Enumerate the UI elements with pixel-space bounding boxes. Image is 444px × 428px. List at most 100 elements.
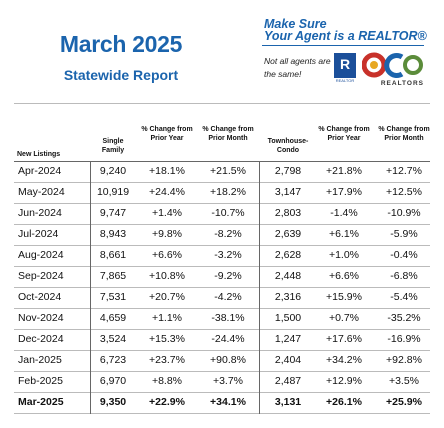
row-th-change-month: -5.9% bbox=[390, 228, 418, 240]
row-single-family: 10,919 bbox=[96, 186, 130, 198]
row-single-family: 9,350 bbox=[99, 396, 127, 408]
table-row: Jul-2024 8,943 +9.8% -8.2% 2,639 +6.1% -5.9% bbox=[0, 223, 444, 246]
row-sf-change-month: -38.1% bbox=[211, 312, 245, 324]
row-sf-change-year: +10.8% bbox=[149, 270, 185, 282]
row-th-change-month: +12.7% bbox=[386, 165, 422, 177]
row-sf-change-year: +23.7% bbox=[149, 354, 185, 366]
table-row: Nov-2024 4,659 +1.1% -38.1% 1,500 +0.7% -35.2% bbox=[0, 307, 444, 330]
row-sf-change-month: +18.2% bbox=[210, 186, 246, 198]
row-single-family: 8,661 bbox=[99, 249, 127, 261]
row-divider bbox=[14, 182, 430, 183]
row-single-family: 3,524 bbox=[99, 333, 127, 345]
row-th-change-year: +6.1% bbox=[328, 228, 360, 240]
report-title: March 2025 bbox=[59, 31, 183, 57]
column-header-townhouse: Townhouse-Condo bbox=[267, 138, 309, 154]
row-sf-change-month: +90.8% bbox=[210, 354, 246, 366]
row-th-change-month: -35.2% bbox=[387, 312, 421, 324]
row-th-change-month: +3.5% bbox=[388, 375, 420, 387]
vertical-separator-left bbox=[90, 161, 91, 414]
row-single-family: 9,747 bbox=[99, 207, 127, 219]
row-month: Apr-2024 bbox=[18, 165, 62, 177]
row-month: May-2024 bbox=[18, 186, 65, 198]
row-th-change-month: -5.4% bbox=[390, 291, 418, 303]
column-header-th-yoy: % Change from Prior Year bbox=[318, 126, 370, 142]
table-row: Sep-2024 7,865 +10.8% -9.2% 2,448 +6.6% -6.8% bbox=[0, 265, 444, 288]
table-row: Aug-2024 8,661 +6.6% -3.2% 2,628 +1.0% -0.4% bbox=[0, 244, 444, 267]
row-townhouse-condo: 2,628 bbox=[274, 249, 302, 261]
row-townhouse-condo: 3,147 bbox=[274, 186, 302, 198]
row-divider bbox=[14, 413, 430, 414]
row-month: Mar-2025 bbox=[18, 396, 64, 408]
row-th-change-month: +92.8% bbox=[386, 354, 422, 366]
row-divider bbox=[14, 266, 430, 267]
row-sf-change-month: -9.2% bbox=[214, 270, 242, 282]
row-sf-change-month: +3.7% bbox=[212, 375, 244, 387]
colorado-realtors-logo bbox=[362, 52, 423, 78]
row-sf-change-month: -24.4% bbox=[211, 333, 245, 345]
row-th-change-year: +17.9% bbox=[326, 186, 362, 198]
row-single-family: 4,659 bbox=[99, 312, 127, 324]
top-divider bbox=[14, 103, 430, 104]
row-divider bbox=[14, 350, 430, 351]
row-sf-change-year: +9.8% bbox=[151, 228, 183, 240]
row-sf-change-year: +1.4% bbox=[151, 207, 183, 219]
row-month: Jan-2025 bbox=[18, 354, 62, 366]
row-single-family: 7,865 bbox=[99, 270, 127, 282]
row-single-family: 9,240 bbox=[99, 165, 127, 177]
row-sf-change-year: +6.6% bbox=[151, 249, 183, 261]
row-month: Oct-2024 bbox=[18, 291, 62, 303]
row-divider bbox=[14, 329, 430, 330]
logo-dot-gold bbox=[370, 61, 378, 69]
row-th-change-year: +17.6% bbox=[326, 333, 362, 345]
row-th-change-year: +26.1% bbox=[326, 396, 362, 408]
row-th-change-year: +6.6% bbox=[328, 270, 360, 282]
logo-ring-red bbox=[362, 52, 387, 78]
row-divider bbox=[14, 392, 430, 393]
row-single-family: 6,723 bbox=[99, 354, 127, 366]
realtor-r-logo: R bbox=[334, 53, 356, 78]
table-row: May-2024 10,919 +24.4% +18.2% 3,147 +17.9% +12… bbox=[0, 181, 444, 204]
row-th-change-month: -6.8% bbox=[390, 270, 418, 282]
row-sf-change-year: +15.3% bbox=[149, 333, 185, 345]
row-divider bbox=[14, 224, 430, 225]
promo-headline-line1: Make Sure bbox=[264, 17, 327, 31]
row-th-change-year: +0.7% bbox=[328, 312, 360, 324]
row-th-change-year: -1.4% bbox=[330, 207, 358, 219]
row-divider bbox=[14, 308, 430, 309]
table-row: Dec-2024 3,524 +15.3% -24.4% 1,247 +17.6% -16.… bbox=[0, 328, 444, 351]
row-townhouse-condo: 2,448 bbox=[274, 270, 302, 282]
row-divider bbox=[14, 203, 430, 204]
row-single-family: 8,943 bbox=[99, 228, 127, 240]
promo-rule bbox=[262, 45, 424, 46]
row-townhouse-condo: 2,639 bbox=[274, 228, 302, 240]
row-sf-change-year: +18.1% bbox=[149, 165, 185, 177]
realtor-r-caption: REALTOR bbox=[335, 78, 355, 83]
row-divider bbox=[14, 245, 430, 246]
row-month: Aug-2024 bbox=[18, 249, 64, 261]
row-month: Jun-2024 bbox=[18, 207, 62, 219]
row-th-change-month: +25.9% bbox=[386, 396, 422, 408]
table-row: Apr-2024 9,240 +18.1% +21.5% 2,798 +21.8% +12.… bbox=[0, 160, 444, 183]
row-sf-change-year: +24.4% bbox=[149, 186, 185, 198]
row-sf-change-year: +20.7% bbox=[149, 291, 185, 303]
column-header-listings: New Listings bbox=[17, 151, 61, 158]
table-row: Jan-2025 6,723 +23.7% +90.8% 2,404 +34.2% +92.… bbox=[0, 349, 444, 372]
row-th-change-year: +12.9% bbox=[326, 375, 362, 387]
row-month: Nov-2024 bbox=[18, 312, 64, 324]
row-th-change-month: -0.4% bbox=[390, 249, 418, 261]
row-townhouse-condo: 1,500 bbox=[274, 312, 302, 324]
table-row: Feb-2025 6,970 +8.8% +3.7% 2,487 +12.9% +3.5% bbox=[0, 370, 444, 393]
row-sf-change-month: +21.5% bbox=[210, 165, 246, 177]
row-month: Dec-2024 bbox=[18, 333, 64, 345]
column-header-single-family: Single Family bbox=[101, 138, 125, 154]
row-townhouse-condo: 3,131 bbox=[274, 396, 302, 408]
row-month: Sep-2024 bbox=[18, 270, 64, 282]
promo-headline-line2: Your Agent is a REALTOR® bbox=[264, 29, 427, 43]
row-month: Feb-2025 bbox=[18, 375, 63, 387]
row-month: Jul-2024 bbox=[18, 228, 59, 240]
row-townhouse-condo: 1,247 bbox=[274, 333, 302, 345]
table-row: Jun-2024 9,747 +1.4% -10.7% 2,803 -1.4% -10.9% bbox=[0, 202, 444, 225]
row-townhouse-condo: 2,798 bbox=[274, 165, 302, 177]
row-th-change-year: +34.2% bbox=[326, 354, 362, 366]
row-townhouse-condo: 2,316 bbox=[274, 291, 302, 303]
